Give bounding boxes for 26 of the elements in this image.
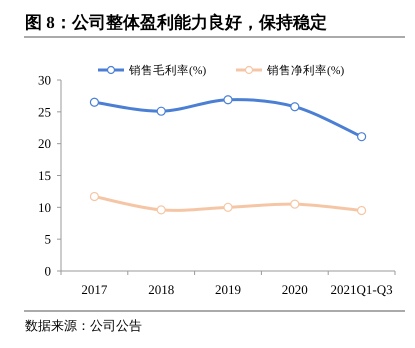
x-tick-label: 2018: [148, 282, 174, 297]
point: [290, 102, 300, 112]
y-tick-label: 10: [38, 200, 51, 215]
point: [223, 202, 233, 212]
point: [90, 98, 99, 107]
point: [156, 205, 166, 214]
x-tick-label: 2020: [282, 282, 308, 297]
y-tick-label: 0: [44, 264, 51, 278]
x-tick-label: 2021Q1-Q3: [330, 282, 393, 297]
point: [357, 132, 366, 142]
y-tick-label: 20: [38, 136, 51, 152]
point: [357, 206, 366, 216]
point: [223, 95, 233, 104]
y-tick-label: 15: [38, 168, 51, 183]
x-tick-label: 2019: [215, 282, 241, 297]
y-tick-label: 30: [38, 72, 51, 88]
y-tick-label: 25: [38, 104, 51, 120]
legend-label: 销售净利率(%): [266, 63, 344, 77]
point: [156, 106, 166, 116]
source-note: 数据来源：公司公告: [25, 318, 142, 333]
point: [290, 200, 300, 209]
y-tick-label: 5: [44, 232, 51, 247]
x-tick-label: 2017: [81, 282, 108, 297]
legend-label: 销售毛利率(%): [128, 63, 206, 77]
chart-title: 图 8：公司整体盈利能力良好，保持稳定: [25, 13, 327, 32]
point: [90, 192, 99, 202]
